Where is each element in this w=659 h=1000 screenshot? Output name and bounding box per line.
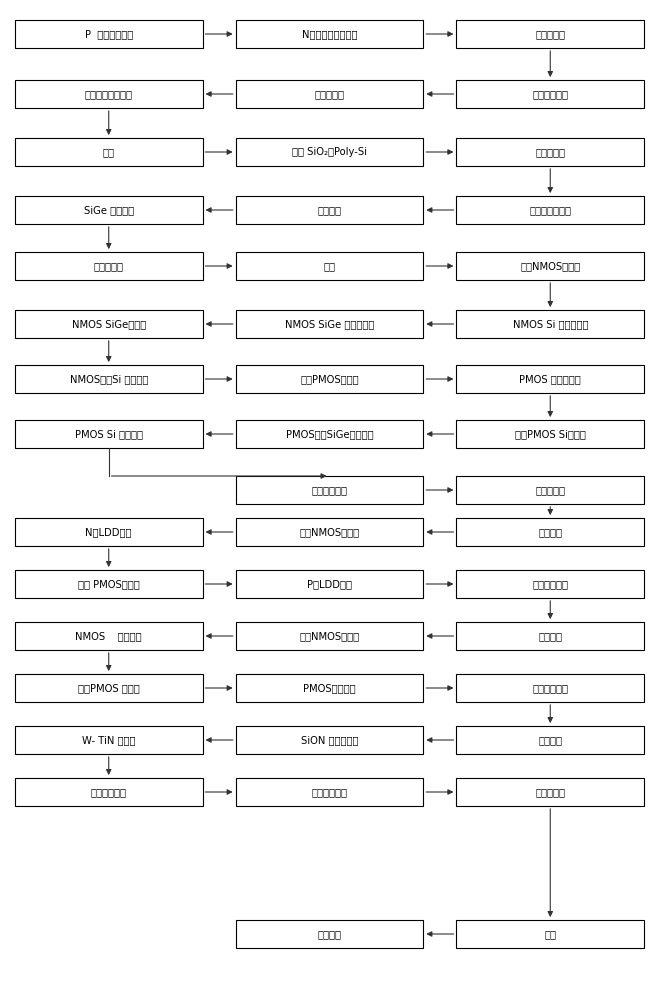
Text: SiGe 基区制备: SiGe 基区制备 [84,205,134,215]
Text: 退火: 退火 [324,261,335,271]
Bar [236,365,424,393]
Bar [456,570,645,598]
Text: PMOS源漏注入: PMOS源漏注入 [303,683,356,693]
Bar [456,726,645,754]
Bar [15,622,203,650]
Bar [15,138,203,166]
Bar [456,920,645,948]
Text: 光刻引线孔: 光刻引线孔 [535,787,565,797]
Text: 光刻NMOS有源区: 光刻NMOS有源区 [520,261,581,271]
Bar [15,20,203,48]
Bar [236,138,424,166]
Bar [236,674,424,702]
Text: NMOS应变Si 沟道生长: NMOS应变Si 沟道生长 [70,374,148,384]
Bar [236,778,424,806]
Text: N型重掺杂埋层制备: N型重掺杂埋层制备 [302,29,357,39]
Text: 刻蚀虚栅: 刻蚀虚栅 [538,735,562,745]
Text: 集电极接触区制备: 集电极接触区制备 [85,89,132,99]
Text: N型LDD注入: N型LDD注入 [86,527,132,537]
Bar [236,726,424,754]
Text: PMOS 有源区刻蚀: PMOS 有源区刻蚀 [519,374,581,384]
Bar [236,420,424,448]
Bar [236,196,424,224]
Text: 光刻引线: 光刻引线 [318,929,341,939]
Bar [456,476,645,504]
Bar [15,80,203,108]
Bar [456,518,645,546]
Text: 光刻NMOS有源区: 光刻NMOS有源区 [299,631,360,641]
Bar [236,920,424,948]
Text: 淡积二氧化硅: 淡积二氧化硅 [312,787,347,797]
Bar [456,365,645,393]
Text: 淡积 SiO₂、Poly-Si: 淡积 SiO₂、Poly-Si [292,147,367,157]
Bar [15,196,203,224]
Bar [456,674,645,702]
Text: 生长PMOS Si缓冲层: 生长PMOS Si缓冲层 [515,429,586,439]
Bar [456,420,645,448]
Text: 侧墙制备: 侧墙制备 [318,205,341,215]
Text: 淡积二氧化硅: 淡积二氧化硅 [312,485,347,495]
Text: P型LDD注入: P型LDD注入 [307,579,352,589]
Text: 光刻PMOS有源区: 光刻PMOS有源区 [301,374,358,384]
Bar [15,518,203,546]
Bar [456,778,645,806]
Bar [236,20,424,48]
Text: 光刻NMOS有源区: 光刻NMOS有源区 [299,527,360,537]
Text: W- TiN 栅淡积: W- TiN 栅淡积 [82,735,136,745]
Bar [236,80,424,108]
Bar [236,518,424,546]
Text: NMOS SiGe层生长: NMOS SiGe层生长 [72,319,146,329]
Bar [236,570,424,598]
Bar [456,196,645,224]
Bar [15,365,203,393]
Text: PMOS应变SiGe沟道生长: PMOS应变SiGe沟道生长 [286,429,373,439]
Bar [456,80,645,108]
Text: 光刻 PMOS有源区: 光刻 PMOS有源区 [78,579,140,589]
Text: NMOS    源漏注入: NMOS 源漏注入 [75,631,142,641]
Text: 发射极制备: 发射极制备 [94,261,124,271]
Bar [456,310,645,338]
Bar [15,570,203,598]
Text: 合金: 合金 [544,929,556,939]
Bar [236,476,424,504]
Bar [456,252,645,280]
Bar [15,778,203,806]
Text: 化学机械抛光: 化学机械抛光 [91,787,127,797]
Text: 淡积二氧化硅: 淡积二氧化硅 [532,579,568,589]
Text: 淡积二氧化硅: 淡积二氧化硅 [532,683,568,693]
Text: 侧墙制备: 侧墙制备 [538,631,562,641]
Bar [456,622,645,650]
Bar [236,622,424,650]
Text: SiON 栅介质淡积: SiON 栅介质淡积 [301,735,358,745]
Text: 光刻发射区窗口: 光刻发射区窗口 [529,205,571,215]
Bar [15,726,203,754]
Text: NMOS Si 缓冲层生长: NMOS Si 缓冲层生长 [513,319,588,329]
Text: 深槽隔离制备: 深槽隔离制备 [532,89,568,99]
Text: 光刻PMOS 有源区: 光刻PMOS 有源区 [78,683,140,693]
Bar [456,20,645,48]
Text: 集电区制备: 集电区制备 [535,29,565,39]
Text: NMOS SiGe 渐变层生长: NMOS SiGe 渐变层生长 [285,319,374,329]
Text: P  型衬底片选取: P 型衬底片选取 [84,29,133,39]
Text: 虚栅制备: 虚栅制备 [538,527,562,537]
Bar [15,252,203,280]
Bar [236,310,424,338]
Text: PMOS Si 帽层生长: PMOS Si 帽层生长 [74,429,143,439]
Text: 退火: 退火 [103,147,115,157]
Bar [15,674,203,702]
Bar [15,310,203,338]
Bar [456,138,645,166]
Bar [236,252,424,280]
Text: 光刻集电极: 光刻集电极 [314,89,345,99]
Bar [15,420,203,448]
Text: 淡积多晶硅: 淡积多晶硅 [535,485,565,495]
Text: 外基区制备: 外基区制备 [535,147,565,157]
